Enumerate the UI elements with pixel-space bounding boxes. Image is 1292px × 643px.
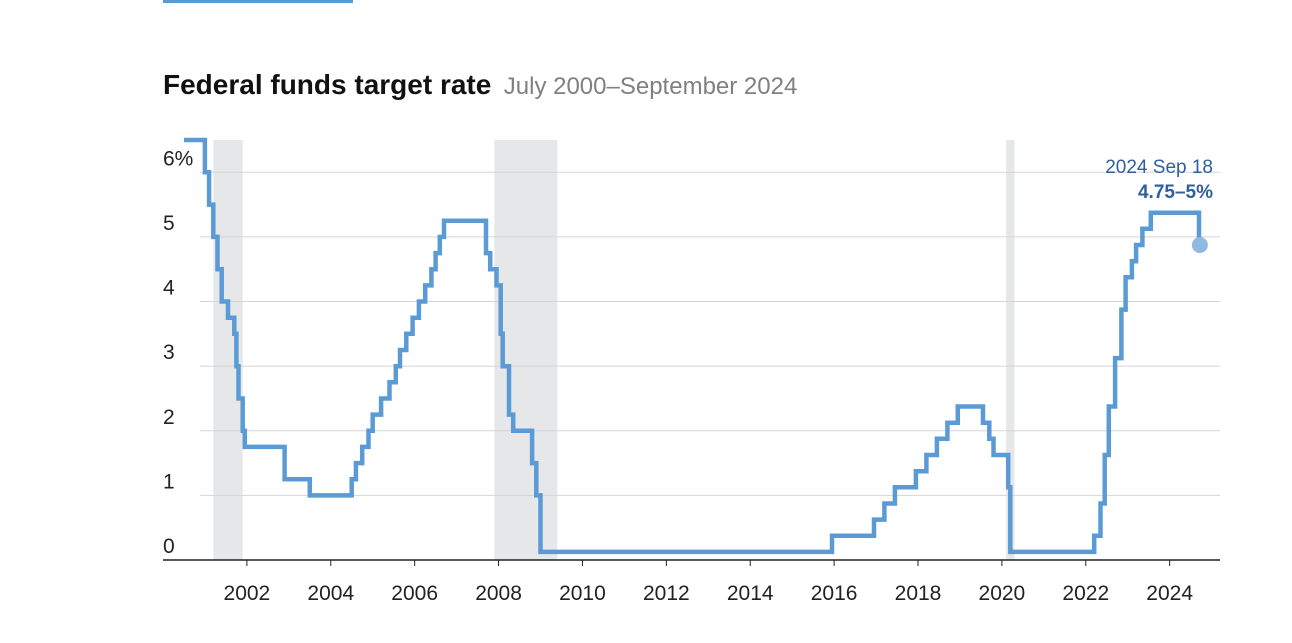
- x-tick-label: 2006: [391, 582, 438, 605]
- y-axis-labels: 0 1 2 3 4 5 6%: [163, 147, 193, 558]
- x-tick-label: 2020: [979, 582, 1026, 605]
- x-tick-label: 2010: [559, 582, 606, 605]
- x-tick-label: 2024: [1146, 582, 1193, 605]
- x-tick-label: 2002: [224, 582, 271, 605]
- end-point-marker: [1191, 237, 1208, 253]
- annotation-value: 4.75–5%: [1138, 182, 1213, 203]
- series-line: [184, 137, 1202, 555]
- y-tick-label: 5: [163, 212, 175, 235]
- y-tick-label: 3: [163, 341, 175, 364]
- chart-header: Federal funds target rate July 2000–Sept…: [163, 69, 797, 101]
- top-link-underline[interactable]: [163, 0, 353, 3]
- y-tick-label: 6%: [163, 147, 193, 170]
- chart-title: Federal funds target rate: [163, 69, 492, 100]
- annotation-date: 2024 Sep 18: [1105, 157, 1213, 178]
- x-tick-label: 2022: [1062, 582, 1109, 605]
- x-axis-labels: 2002 2004 2006 2008 2010 2012 2014 2016 2018 2020…: [224, 560, 1193, 605]
- y-tick-label: 0: [163, 535, 175, 558]
- x-tick-label: 2008: [475, 582, 522, 605]
- x-tick-label: 2012: [643, 582, 690, 605]
- x-tick-label: 2014: [727, 582, 774, 605]
- x-tick-label: 2016: [811, 582, 858, 605]
- y-tick-label: 4: [163, 277, 175, 300]
- y-tick-label: 1: [163, 470, 175, 493]
- x-tick-label: 2004: [307, 582, 354, 605]
- y-tick-label: 2: [163, 406, 175, 429]
- gridlines: [200, 171, 1220, 496]
- recession-band: [1006, 140, 1015, 560]
- x-tick-label: 2018: [895, 582, 942, 605]
- chart-subtitle: July 2000–September 2024: [503, 73, 798, 100]
- series: [184, 137, 1202, 555]
